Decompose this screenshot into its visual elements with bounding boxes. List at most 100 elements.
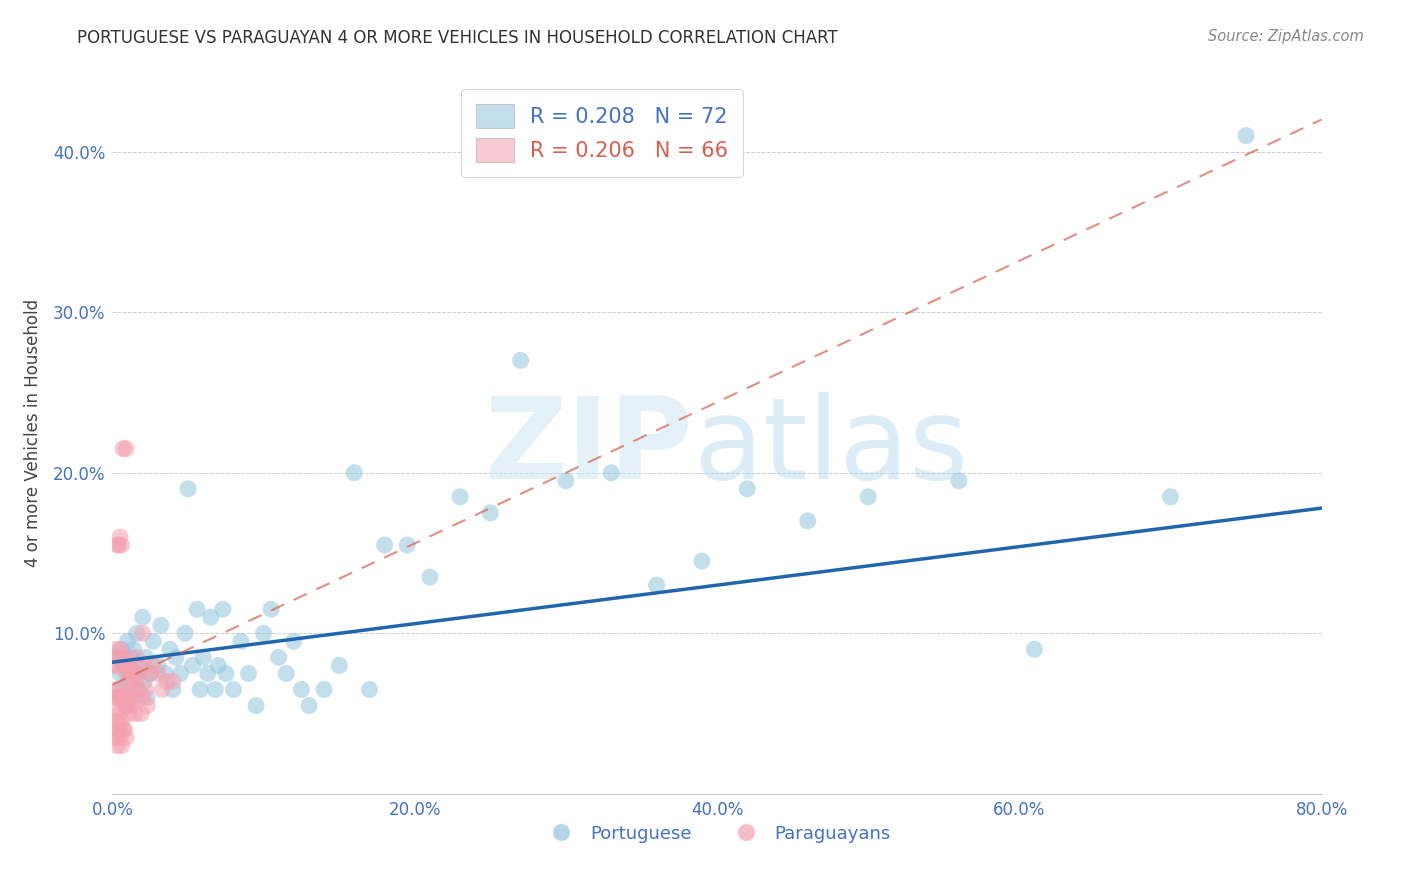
Point: [191, 650, 214, 665]
Point: [159, 642, 181, 657]
Point: [690, 554, 713, 568]
Point: [107, 650, 129, 665]
Point: [105, 650, 128, 665]
Point: [197, 666, 219, 681]
Point: [211, 602, 233, 616]
Text: atlas: atlas: [693, 392, 969, 502]
Point: [134, 658, 156, 673]
Point: [796, 514, 818, 528]
Point: [207, 658, 229, 673]
Point: [112, 690, 135, 705]
Point: [856, 490, 880, 504]
Point: [124, 706, 146, 721]
Point: [124, 690, 146, 705]
Point: [103, 658, 125, 673]
Point: [149, 618, 172, 632]
Point: [139, 666, 162, 681]
Point: [110, 538, 132, 552]
Point: [283, 634, 305, 648]
Point: [114, 723, 136, 737]
Point: [117, 690, 139, 705]
Text: Source: ZipAtlas.com: Source: ZipAtlas.com: [1208, 29, 1364, 44]
Point: [108, 731, 131, 745]
Point: [136, 698, 159, 713]
Point: [114, 690, 136, 705]
Point: [948, 474, 970, 488]
Point: [128, 658, 150, 673]
Point: [104, 706, 127, 721]
Point: [238, 666, 260, 681]
Point: [188, 682, 211, 697]
Point: [174, 626, 197, 640]
Point: [267, 650, 290, 665]
Point: [132, 610, 155, 624]
Point: [112, 723, 135, 737]
Point: [105, 538, 128, 552]
Point: [139, 666, 162, 681]
Point: [260, 602, 283, 616]
Point: [105, 690, 128, 705]
Point: [118, 674, 141, 689]
Point: [120, 658, 142, 673]
Point: [125, 626, 148, 640]
Point: [177, 482, 200, 496]
Point: [127, 682, 149, 697]
Point: [115, 666, 138, 681]
Point: [162, 682, 184, 697]
Point: [136, 690, 159, 705]
Point: [150, 682, 173, 697]
Point: [314, 682, 336, 697]
Point: [124, 666, 146, 681]
Point: [155, 666, 177, 681]
Point: [554, 474, 576, 488]
Point: [118, 706, 141, 721]
Point: [114, 658, 136, 673]
Point: [419, 570, 441, 584]
Point: [108, 682, 131, 697]
Point: [135, 650, 157, 665]
Point: [104, 731, 127, 745]
Point: [374, 538, 396, 552]
Point: [112, 442, 135, 456]
Point: [112, 682, 135, 697]
Point: [276, 666, 298, 681]
Point: [169, 666, 191, 681]
Text: PORTUGUESE VS PARAGUAYAN 4 OR MORE VEHICLES IN HOUSEHOLD CORRELATION CHART: PORTUGUESE VS PARAGUAYAN 4 OR MORE VEHIC…: [77, 29, 838, 46]
Point: [108, 530, 131, 544]
Point: [107, 723, 129, 737]
Point: [509, 353, 531, 368]
Text: ZIP: ZIP: [485, 392, 693, 502]
Point: [104, 682, 127, 697]
Point: [122, 642, 145, 657]
Point: [110, 650, 132, 665]
Point: [114, 690, 136, 705]
Point: [135, 682, 157, 697]
Point: [110, 739, 132, 753]
Point: [222, 682, 245, 697]
Point: [107, 538, 129, 552]
Point: [1024, 642, 1046, 657]
Point: [121, 690, 143, 705]
Point: [343, 466, 366, 480]
Point: [105, 714, 128, 729]
Point: [127, 682, 149, 697]
Point: [290, 682, 312, 697]
Point: [103, 723, 125, 737]
Point: [1159, 490, 1181, 504]
Point: [298, 698, 321, 713]
Point: [181, 658, 204, 673]
Point: [103, 690, 125, 705]
Point: [124, 674, 146, 689]
Point: [186, 602, 208, 616]
Point: [122, 666, 145, 681]
Point: [142, 658, 165, 673]
Point: [146, 658, 169, 673]
Point: [129, 706, 152, 721]
Point: [165, 650, 187, 665]
Point: [328, 658, 350, 673]
Point: [108, 706, 131, 721]
Point: [121, 682, 143, 697]
Point: [204, 682, 226, 697]
Point: [245, 698, 267, 713]
Point: [600, 466, 623, 480]
